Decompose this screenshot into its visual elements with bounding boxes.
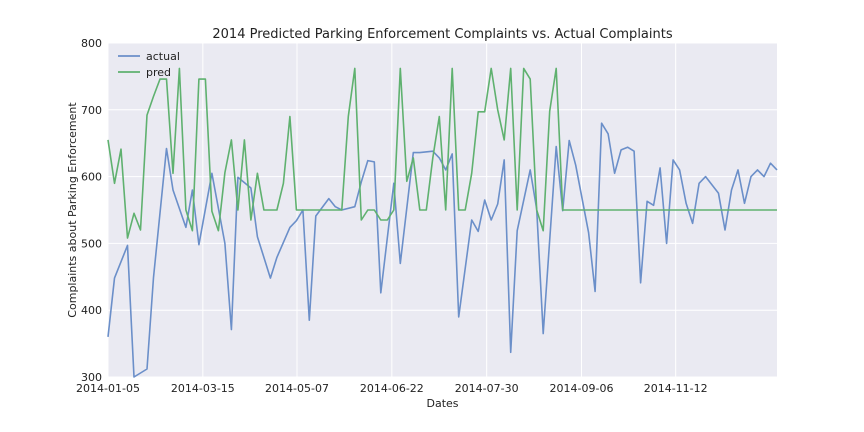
ticks: 300 400 500 600 700 800 2014-01-05 2014-03-15 20…	[76, 37, 708, 395]
x-tick-label: 2014-11-12	[644, 382, 708, 395]
grid	[107, 42, 777, 378]
chart-title: 2014 Predicted Parking Enforcement Compl…	[212, 27, 672, 42]
x-tick-label: 2014-07-30	[455, 382, 519, 395]
legend: actual pred	[118, 50, 180, 79]
y-tick-label: 700	[81, 104, 102, 117]
y-tick-label: 600	[81, 171, 102, 184]
y-tick-label: 800	[81, 37, 102, 50]
x-tick-label: 2014-06-22	[360, 382, 424, 395]
x-tick-label: 2014-01-05	[76, 382, 140, 395]
series-line-pred	[107, 67, 777, 239]
y-axis-label: Complaints about Parking Enforcement	[66, 102, 79, 318]
series-line-actual	[107, 122, 778, 378]
y-tick-label: 500	[81, 237, 102, 250]
y-tick-label: 400	[81, 304, 102, 317]
legend-label-actual: actual	[146, 50, 180, 63]
x-tick-label: 2014-03-15	[171, 382, 235, 395]
x-tick-label: 2014-05-07	[265, 382, 329, 395]
x-tick-label: 2014-09-06	[550, 382, 614, 395]
legend-label-pred: pred	[146, 66, 171, 79]
y-tick-label: 300	[81, 371, 102, 384]
series-layer	[107, 67, 778, 378]
x-axis-label: Dates	[426, 397, 458, 410]
